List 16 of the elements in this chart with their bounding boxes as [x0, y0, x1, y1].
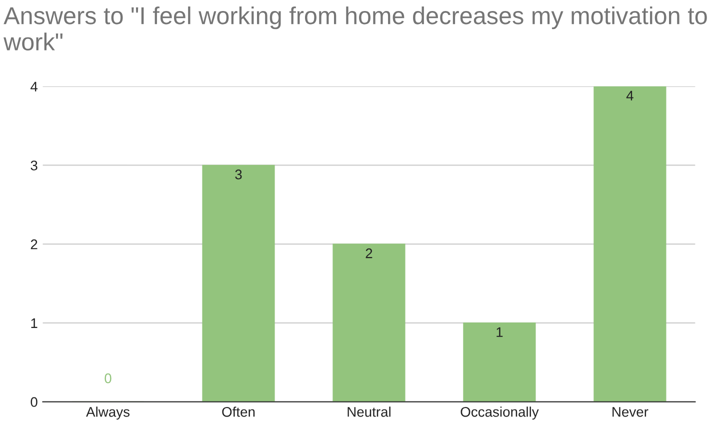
x-tick-label: Often	[222, 406, 255, 417]
data-label: 4	[626, 90, 634, 100]
x-tick-label: Occasionally	[460, 406, 539, 420]
x-tick-label: Always	[86, 406, 130, 420]
y-tick-label: 2	[30, 239, 38, 250]
data-label: 0	[104, 373, 112, 384]
data-label: 3	[235, 170, 242, 180]
data-label: 1	[496, 327, 503, 337]
y-tick-label: 0	[30, 397, 38, 407]
data-label: 2	[366, 248, 372, 258]
x-tick-label: Neutral	[348, 406, 390, 417]
y-tick-label: 4	[30, 82, 38, 92]
y-tick-label: 3	[30, 160, 38, 170]
x-tick-label: Never	[612, 407, 648, 417]
y-tick-label: 1	[31, 318, 38, 328]
chart-title: Answers to "I feel working from home decreases my motivation to work"	[4, 6, 707, 51]
